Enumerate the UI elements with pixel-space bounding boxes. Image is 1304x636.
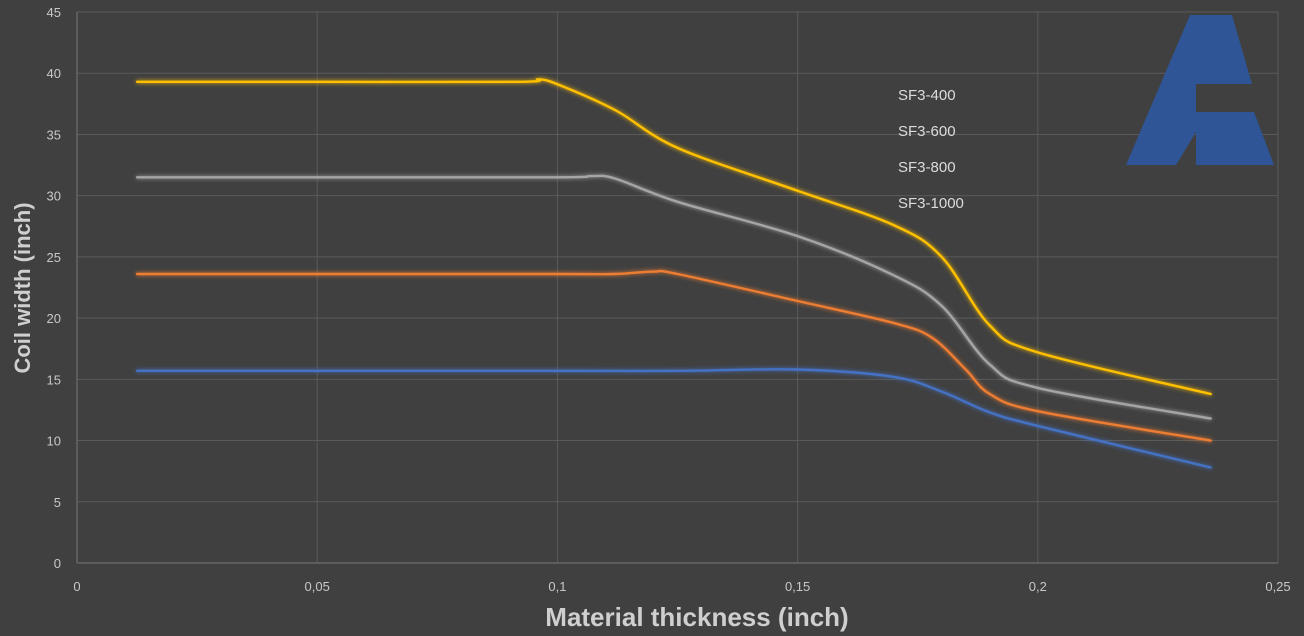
y-axis-title: Coil width (inch) xyxy=(10,202,35,373)
y-tick-label: 10 xyxy=(47,434,61,449)
axes: 0 5 10 15 20 25 30 35 40 45 0 0,05 0,1 0,15 0,2 0,25 xyxy=(47,5,1291,594)
y-tick-label: 15 xyxy=(47,372,61,387)
y-tick-label: 40 xyxy=(47,66,61,81)
series-line-sf3-400 xyxy=(135,368,1212,469)
logo-icon xyxy=(1126,15,1274,165)
logo xyxy=(1126,15,1274,165)
x-tick-label: 0,15 xyxy=(785,579,810,594)
y-tick-label: 0 xyxy=(54,556,61,571)
series-line-sf3-800 xyxy=(135,174,1212,420)
y-tick-label: 5 xyxy=(54,495,61,510)
legend-label: SF3-400 xyxy=(898,87,956,104)
legend-label: SF3-800 xyxy=(898,159,956,176)
y-tick-label: 35 xyxy=(47,127,61,142)
series-line-sf3-1000 xyxy=(135,78,1212,396)
series-line-sf3-600 xyxy=(135,269,1212,442)
gridlines xyxy=(77,11,1279,563)
legend-label: SF3-1000 xyxy=(898,195,964,212)
x-tick-label: 0,1 xyxy=(548,579,566,594)
x-tick-label: 0 xyxy=(73,579,80,594)
y-tick-label: 20 xyxy=(47,311,61,326)
series-lines xyxy=(135,78,1212,469)
y-tick-label: 45 xyxy=(47,5,61,20)
x-tick-label: 0,2 xyxy=(1029,579,1047,594)
legend-label: SF3-600 xyxy=(898,123,956,140)
x-axis-title: Material thickness (inch) xyxy=(545,602,848,632)
y-tick-label: 30 xyxy=(47,189,61,204)
x-tick-label: 0,25 xyxy=(1265,579,1290,594)
y-tick-label: 25 xyxy=(47,250,61,265)
x-tick-label: 0,05 xyxy=(305,579,330,594)
legend: SF3-400 SF3-600 SF3-800 SF3-1000 xyxy=(872,87,964,212)
